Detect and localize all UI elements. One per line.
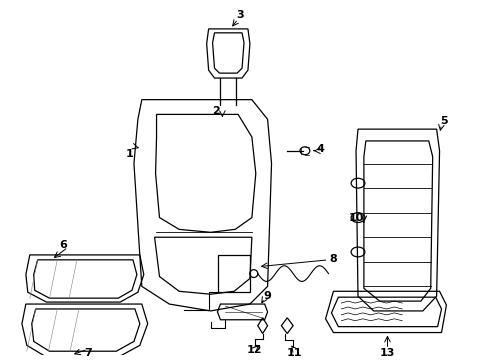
Text: 9: 9: [263, 291, 271, 301]
Text: 7: 7: [84, 348, 91, 358]
Text: 13: 13: [379, 348, 394, 358]
Text: 1: 1: [126, 149, 134, 159]
Text: 3: 3: [236, 10, 244, 20]
Text: 6: 6: [59, 240, 67, 250]
Text: 4: 4: [316, 144, 324, 154]
Text: 5: 5: [440, 116, 447, 126]
Text: 11: 11: [286, 348, 301, 358]
Text: 10: 10: [347, 212, 363, 222]
Text: 8: 8: [329, 254, 337, 264]
Text: 12: 12: [246, 345, 262, 355]
Text: 2: 2: [211, 107, 219, 116]
